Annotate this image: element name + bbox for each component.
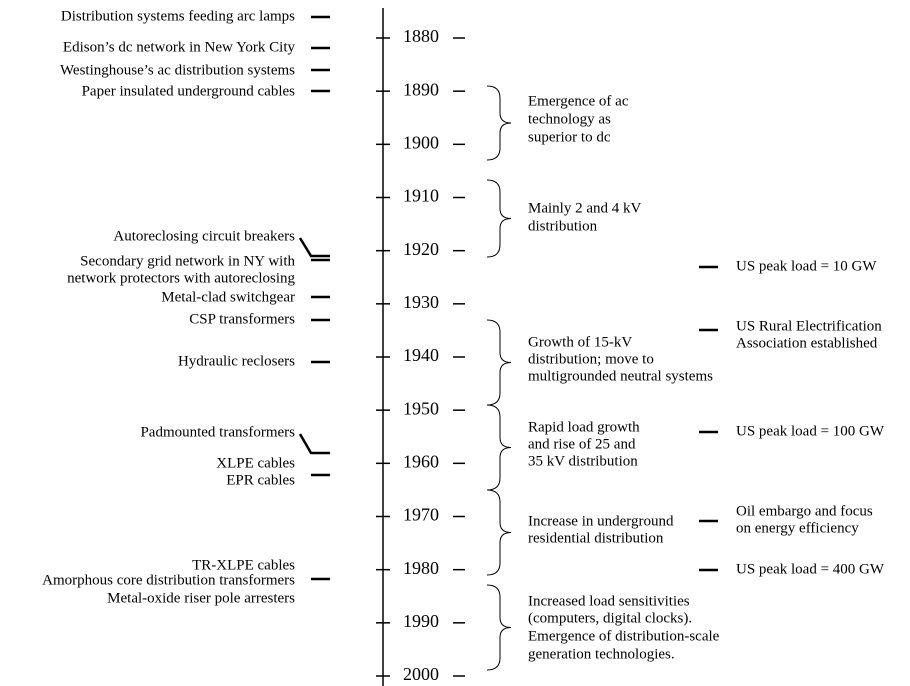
year-label: 1900 xyxy=(403,132,439,152)
year-label: 1920 xyxy=(403,239,439,259)
event-label: Association established xyxy=(736,335,878,351)
year-label: 1940 xyxy=(403,345,439,365)
year-label: 2000 xyxy=(403,664,439,684)
period-label: generation technologies. xyxy=(528,646,675,662)
event-label: Metal-clad switchgear xyxy=(161,289,295,305)
year-label: 1990 xyxy=(403,611,439,631)
brace xyxy=(486,584,512,671)
period-label: multigrounded neutral systems xyxy=(528,368,713,384)
year-label: 1930 xyxy=(403,292,439,312)
period-label: Emergence of ac xyxy=(528,93,629,109)
event-label: Westinghouse’s ac distribution systems xyxy=(60,62,295,78)
year-label: 1970 xyxy=(403,505,439,525)
period-label: Growth of 15-kV xyxy=(528,334,632,350)
event-label: TR-XLPE cables xyxy=(192,557,295,573)
period-label: and rise of 25 and xyxy=(528,436,636,452)
year-label: 1980 xyxy=(403,558,439,578)
leader xyxy=(298,237,330,258)
year-label: 1950 xyxy=(403,398,439,418)
event-label: EPR cables xyxy=(226,472,295,488)
leader xyxy=(298,433,330,455)
event-label: Oil embargo and focus xyxy=(736,503,873,519)
event-label: US Rural Electrification xyxy=(736,318,882,334)
period-label: 35 kV distribution xyxy=(528,453,638,469)
year-label: 1880 xyxy=(403,26,439,46)
event-label: Paper insulated underground cables xyxy=(82,83,296,99)
period-label: (computers, digital clocks). xyxy=(528,610,692,626)
event-label: US peak load = 10 GW xyxy=(736,258,877,274)
brace xyxy=(486,179,512,258)
year-label: 1890 xyxy=(403,79,439,99)
event-label: US peak load = 400 GW xyxy=(736,561,885,577)
period-label: Increased load sensitivities xyxy=(528,593,690,609)
period-label: Emergence of distribution-scale xyxy=(528,628,720,644)
event-label: XLPE cables xyxy=(216,455,295,471)
year-label: 1910 xyxy=(403,186,439,206)
event-label: Distribution systems feeding arc lamps xyxy=(61,8,295,24)
period-label: Mainly 2 and 4 kV xyxy=(528,200,641,216)
event-label: Metal-oxide riser pole arresters xyxy=(107,590,295,606)
year-label: 1960 xyxy=(403,451,439,471)
event-label: Padmounted transformers xyxy=(140,424,295,440)
brace xyxy=(486,319,512,406)
period-label: technology as xyxy=(528,111,611,127)
event-label: CSP transformers xyxy=(189,311,295,327)
event-label: on energy efficiency xyxy=(736,520,859,536)
period-label: Rapid load growth xyxy=(528,419,640,435)
period-label: distribution; move to xyxy=(528,351,654,367)
period-label: residential distribution xyxy=(528,530,664,546)
event-label: Hydraulic reclosers xyxy=(178,353,295,369)
event-label: Amorphous core distribution transformers xyxy=(42,572,295,588)
event-label: network protectors with autoreclosing xyxy=(67,270,295,286)
period-label: distribution xyxy=(528,218,598,234)
brace xyxy=(486,404,512,491)
event-label: Secondary grid network in NY with xyxy=(80,253,295,269)
event-label: US peak load = 100 GW xyxy=(736,423,885,439)
brace xyxy=(486,489,512,576)
event-label: Autoreclosing circuit breakers xyxy=(113,228,295,244)
period-label: superior to dc xyxy=(528,129,611,145)
brace xyxy=(486,85,512,161)
event-label: Edison’s dc network in New York City xyxy=(63,39,296,55)
period-label: Increase in underground xyxy=(528,513,674,529)
